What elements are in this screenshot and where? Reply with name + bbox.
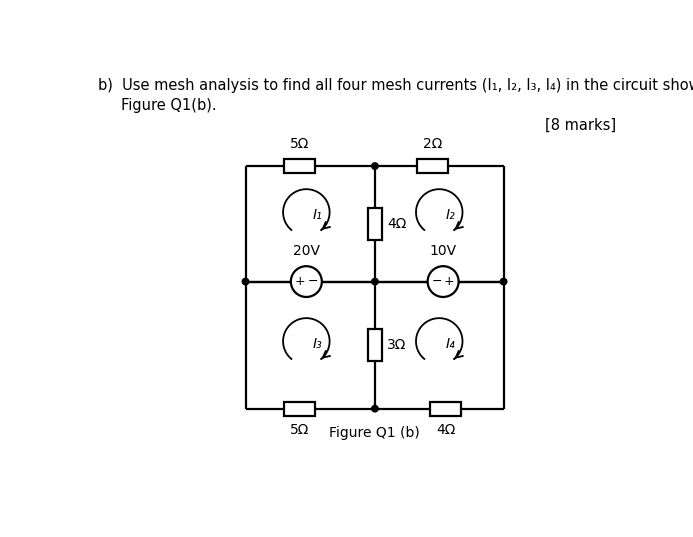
Text: 5Ω: 5Ω <box>290 423 310 437</box>
Bar <box>368 208 382 240</box>
Circle shape <box>291 266 322 297</box>
Text: 4Ω: 4Ω <box>436 423 455 437</box>
Bar <box>430 402 461 416</box>
Text: −: − <box>432 275 442 288</box>
Text: I₃: I₃ <box>313 337 322 351</box>
Circle shape <box>371 163 378 169</box>
Circle shape <box>243 278 249 285</box>
Text: I₂: I₂ <box>446 208 455 222</box>
Text: 10V: 10V <box>430 244 457 258</box>
Text: Figure Q1 (b): Figure Q1 (b) <box>329 425 420 440</box>
Text: 20V: 20V <box>293 244 320 258</box>
Bar <box>284 159 315 173</box>
Text: [8 marks]: [8 marks] <box>545 118 616 133</box>
Text: 3Ω: 3Ω <box>387 338 407 352</box>
Bar <box>368 329 382 361</box>
Circle shape <box>371 278 378 285</box>
Text: 4Ω: 4Ω <box>387 217 407 231</box>
Circle shape <box>428 266 459 297</box>
Circle shape <box>371 405 378 412</box>
Circle shape <box>500 278 507 285</box>
Bar <box>417 159 448 173</box>
Text: +: + <box>444 275 455 288</box>
Text: −: − <box>307 275 318 288</box>
Text: +: + <box>295 275 306 288</box>
Text: 5Ω: 5Ω <box>290 137 310 151</box>
Bar <box>284 402 315 416</box>
Text: b)  Use mesh analysis to find all four mesh currents (I₁, I₂, I₃, I₄) in the cir: b) Use mesh analysis to find all four me… <box>98 77 693 92</box>
Text: 2Ω: 2Ω <box>423 137 443 151</box>
Text: I₁: I₁ <box>313 208 322 222</box>
Text: Figure Q1(b).: Figure Q1(b). <box>98 98 217 113</box>
Text: I₄: I₄ <box>446 337 455 351</box>
